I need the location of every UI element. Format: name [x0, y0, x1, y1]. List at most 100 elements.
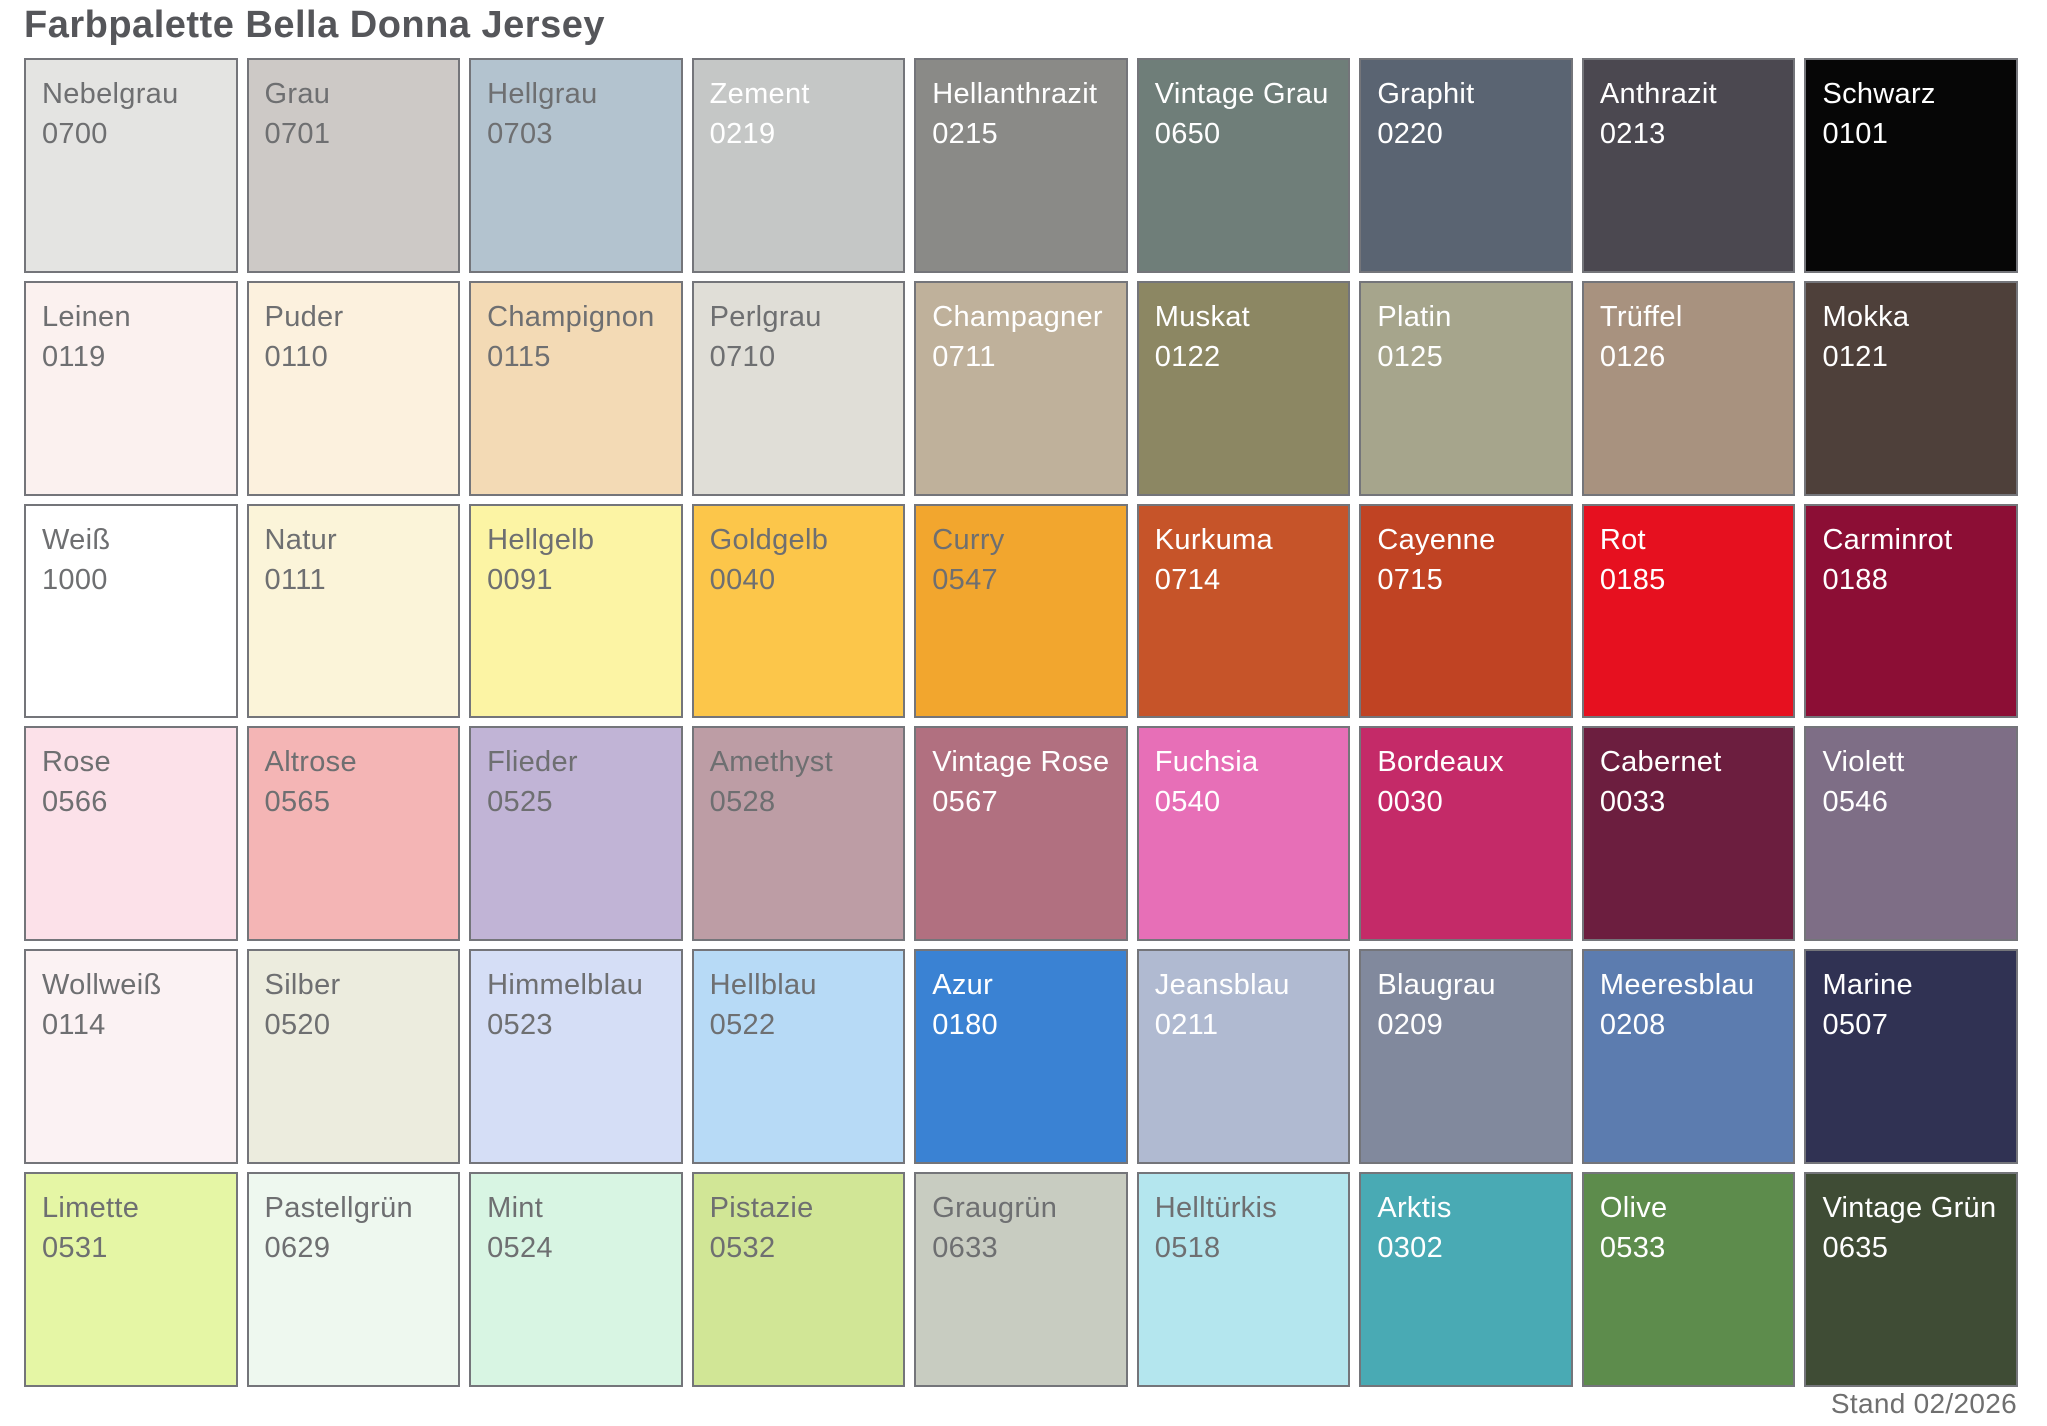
swatch-name: Pistazie: [709, 1192, 814, 1225]
swatch-code: 0302: [1377, 1232, 1444, 1265]
swatch-name: Vintage Rose: [932, 746, 1110, 779]
color-swatch: Goldgelb 0040: [691, 503, 906, 719]
color-swatch: Hellanthrazit 0215: [914, 58, 1128, 273]
color-swatch: Arktis 0302: [1359, 1172, 1573, 1387]
color-swatch: Jeansblau 0211: [1136, 949, 1351, 1165]
color-swatch: Pistazie 0532: [691, 1172, 906, 1387]
swatch-name: Himmelblau: [487, 969, 644, 1002]
swatch-code: 0633: [932, 1232, 998, 1265]
color-swatch: Cayenne 0715: [1359, 503, 1573, 719]
swatch-name: Hellanthrazit: [932, 78, 1098, 110]
swatch-name: Graphit: [1377, 78, 1475, 110]
swatch-code: 0710: [709, 340, 776, 373]
color-swatch: Pastellgrün 0629: [246, 1172, 461, 1387]
swatch-name: Rose: [42, 746, 111, 779]
color-swatch: Curry 0547: [914, 503, 1128, 719]
color-swatch: Vintage Grün 0635: [1804, 1172, 2018, 1387]
swatch-code: 0523: [487, 1009, 553, 1042]
swatch-name: Puder: [264, 300, 344, 333]
swatch-name: Hellgrau: [487, 78, 598, 110]
color-swatch: Silber 0520: [246, 949, 461, 1165]
swatch-name: Hellgelb: [487, 523, 595, 556]
swatch-code: 0711: [932, 340, 996, 373]
swatch-code: 0188: [1822, 563, 1889, 596]
swatch-name: Altrose: [264, 746, 357, 779]
swatch-code: 0220: [1377, 118, 1444, 150]
swatch-code: 0565: [264, 786, 331, 819]
swatch-name: Fuchsia: [1154, 746, 1259, 779]
color-swatch: Graugrün 0633: [914, 1172, 1128, 1387]
swatch-name: Cayenne: [1377, 523, 1496, 556]
swatch-name: Carminrot: [1822, 523, 1953, 556]
swatch-name: Leinen: [42, 300, 131, 333]
swatch-code: 0714: [1154, 563, 1221, 596]
swatch-code: 0180: [932, 1009, 998, 1042]
swatch-name: Trüffel: [1599, 300, 1683, 333]
swatch-grid: Nebelgrau 0700 Grau 0701 Hellgrau 0703 Zement 0…: [24, 58, 2018, 1387]
swatch-code: 0703: [487, 118, 553, 150]
revision-date: Stand 02/2026: [1830, 1388, 2017, 1419]
swatch-name: Natur: [264, 523, 337, 556]
swatch-code: 0110: [264, 340, 329, 373]
color-swatch: Vintage Rose 0567: [914, 726, 1128, 942]
swatch-name: Pastellgrün: [264, 1192, 413, 1225]
color-swatch: Anthrazit 0213: [1581, 58, 1796, 273]
color-swatch: Platin 0125: [1359, 280, 1573, 496]
swatch-code: 0701: [264, 118, 331, 150]
color-swatch: Olive 0533: [1581, 1172, 1796, 1387]
swatch-code: 0533: [1599, 1232, 1666, 1265]
color-swatch: Kurkuma 0714: [1136, 503, 1351, 719]
swatch-name: Mokka: [1822, 300, 1910, 333]
swatch-code: 0566: [42, 786, 108, 819]
swatch-code: 0700: [42, 118, 108, 150]
color-swatch: Weiß 1000: [24, 503, 238, 719]
swatch-name: Kurkuma: [1154, 523, 1273, 556]
color-swatch: Hellblau 0522: [691, 949, 906, 1165]
color-swatch: Natur 0111: [246, 503, 461, 719]
swatch-code: 0119: [42, 340, 106, 373]
swatch-name: Jeansblau: [1154, 969, 1290, 1002]
swatch-code: 0040: [709, 563, 776, 596]
swatch-name: Bordeaux: [1377, 746, 1504, 779]
swatch-name: Meeresblau: [1599, 969, 1755, 1002]
swatch-name: Mint: [487, 1192, 544, 1225]
color-swatch: Blaugrau 0209: [1359, 949, 1573, 1165]
swatch-code: 0115: [487, 340, 551, 373]
swatch-code: 0121: [1822, 340, 1889, 373]
color-swatch: Vintage Grau 0650: [1136, 58, 1351, 273]
swatch-code: 0524: [487, 1232, 553, 1265]
color-swatch: Grau 0701: [246, 58, 461, 273]
color-swatch: Mint 0524: [469, 1172, 683, 1387]
swatch-name: Curry: [932, 523, 1005, 556]
swatch-code: 0208: [1599, 1009, 1666, 1042]
swatch-code: 0532: [709, 1232, 776, 1265]
color-swatch: Nebelgrau 0700: [24, 58, 238, 273]
swatch-code: 0525: [487, 786, 553, 819]
swatch-code: 0629: [264, 1232, 331, 1265]
swatch-code: 0033: [1599, 786, 1666, 819]
swatch-name: Weiß: [42, 523, 111, 556]
swatch-code: 0211: [1154, 1009, 1219, 1042]
swatch-name: Perlgrau: [709, 300, 822, 333]
color-swatch: Rose 0566: [24, 726, 238, 942]
swatch-name: Violett: [1822, 746, 1905, 779]
color-swatch: Himmelblau 0523: [469, 949, 683, 1165]
color-swatch: Rot 0185: [1581, 503, 1796, 719]
swatch-name: Zement: [709, 78, 810, 110]
swatch-code: 0185: [1599, 563, 1666, 596]
swatch-code: 0125: [1377, 340, 1444, 373]
swatch-code: 0091: [487, 563, 553, 596]
color-swatch: Trüffel 0126: [1581, 280, 1796, 496]
swatch-name: Vintage Grün: [1822, 1192, 1997, 1225]
swatch-name: Schwarz: [1822, 78, 1936, 110]
swatch-code: 0122: [1154, 340, 1221, 373]
swatch-name: Anthrazit: [1599, 78, 1718, 110]
color-swatch: Altrose 0565: [246, 726, 461, 942]
swatch-code: 0219: [709, 118, 776, 150]
color-swatch: Wollweiß 0114: [24, 949, 238, 1165]
swatch-code: 0650: [1154, 118, 1221, 150]
color-swatch: Amethyst 0528: [691, 726, 906, 942]
swatch-name: Azur: [932, 969, 994, 1002]
swatch-code: 0111: [264, 563, 326, 596]
